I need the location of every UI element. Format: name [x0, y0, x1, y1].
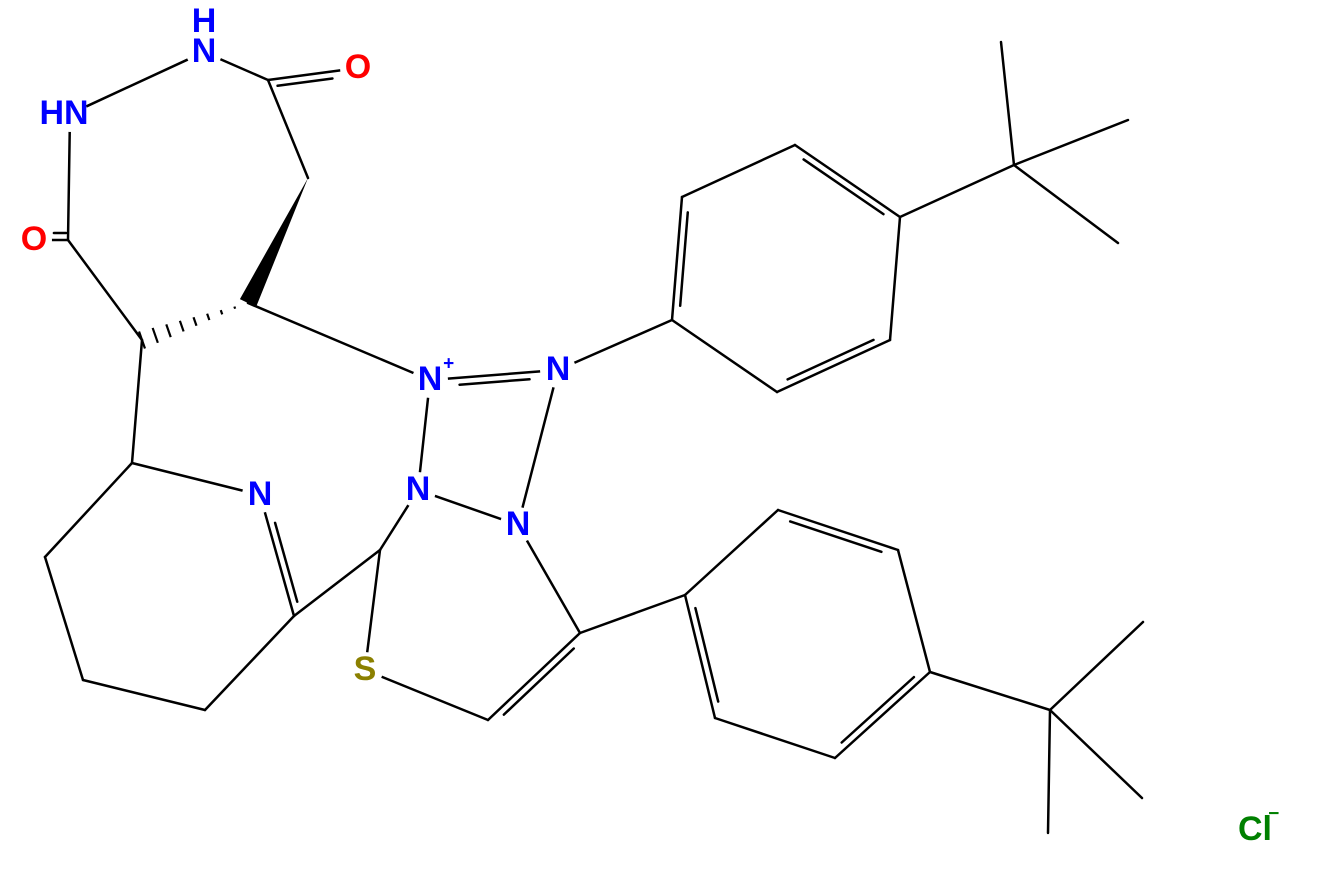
atom-O8: O	[345, 48, 371, 86]
labels-layer: NHHNOONSNNN+NCl−	[21, 2, 1279, 848]
atom-S21: S	[354, 650, 377, 688]
svg-text:+: +	[443, 354, 454, 375]
atom-N32: N	[546, 350, 571, 388]
bonds-layer	[45, 42, 1143, 833]
atom-Cl: Cl	[1238, 810, 1272, 848]
svg-text:−: −	[1268, 804, 1279, 825]
atom-N16: N	[248, 475, 273, 513]
label-halo-layer	[16, 34, 1273, 848]
atom-N31: N	[418, 360, 443, 398]
atom-O4: O	[21, 220, 47, 258]
atom-N2: HN	[39, 94, 88, 132]
atom-N30: N	[406, 470, 431, 508]
wedges-layer	[139, 178, 308, 348]
molecule-diagram: NHHNOONSNNN+NCl−	[0, 0, 1343, 878]
svg-text:H: H	[192, 2, 217, 40]
atom-N24: N	[506, 505, 531, 543]
